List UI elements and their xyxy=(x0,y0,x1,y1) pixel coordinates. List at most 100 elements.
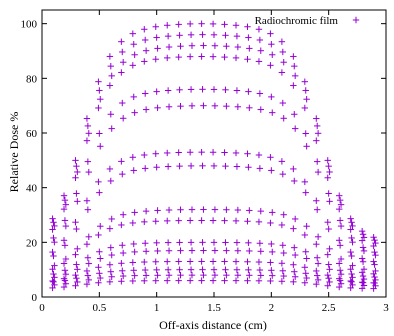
data-point xyxy=(176,32,183,39)
data-point xyxy=(348,278,355,286)
data-point xyxy=(154,104,161,112)
data-point xyxy=(325,190,332,197)
data-point xyxy=(72,251,79,258)
data-point xyxy=(326,266,333,273)
data-point xyxy=(97,143,104,150)
data-point xyxy=(164,149,171,157)
data-point xyxy=(358,237,366,244)
data-point xyxy=(301,279,309,286)
data-point xyxy=(244,258,251,265)
data-point xyxy=(371,273,378,281)
data-point xyxy=(211,206,219,213)
data-point xyxy=(200,102,207,109)
data-point xyxy=(118,158,125,165)
data-point xyxy=(165,206,173,214)
data-point xyxy=(175,277,182,284)
data-point xyxy=(221,258,228,265)
data-point xyxy=(154,272,161,279)
data-point xyxy=(73,261,80,268)
data-point xyxy=(85,260,92,267)
data-point xyxy=(278,38,286,45)
data-point xyxy=(119,272,127,280)
data-point xyxy=(324,157,331,164)
data-point xyxy=(244,277,251,284)
data-point xyxy=(96,189,103,196)
data-point xyxy=(336,205,343,213)
data-point xyxy=(164,32,172,40)
data-point xyxy=(177,102,184,110)
data-point xyxy=(131,209,138,216)
data-point xyxy=(177,247,184,254)
data-point xyxy=(199,266,206,273)
data-point xyxy=(209,277,217,284)
data-point xyxy=(84,254,92,261)
data-point xyxy=(314,206,321,213)
data-point xyxy=(142,266,149,274)
data-point xyxy=(164,277,171,284)
data-point xyxy=(154,207,161,214)
data-point xyxy=(211,42,219,49)
data-point xyxy=(211,271,219,279)
data-point xyxy=(358,227,366,235)
data-point xyxy=(187,31,195,39)
data-point xyxy=(106,278,114,286)
y-tick-label: 60 xyxy=(26,128,38,140)
data-point xyxy=(268,167,275,174)
data-point xyxy=(324,271,331,279)
data-point xyxy=(186,217,194,224)
data-point xyxy=(301,231,309,239)
data-point xyxy=(291,215,299,223)
data-point xyxy=(211,247,219,254)
data-point xyxy=(255,218,263,226)
data-point xyxy=(130,240,137,248)
data-point xyxy=(209,217,217,224)
data-point xyxy=(85,276,92,284)
data-point xyxy=(152,150,159,157)
data-point xyxy=(131,248,138,256)
data-point xyxy=(221,217,228,224)
data-point xyxy=(60,283,68,291)
data-point xyxy=(97,223,104,230)
data-point xyxy=(61,267,69,274)
data-point xyxy=(141,258,148,266)
data-point xyxy=(278,278,286,285)
data-point xyxy=(210,266,218,273)
data-point xyxy=(129,277,137,285)
data-point xyxy=(107,62,114,70)
data-point xyxy=(303,96,310,103)
data-point xyxy=(187,86,195,93)
data-point xyxy=(325,261,332,268)
data-point xyxy=(186,277,194,284)
data-point xyxy=(234,103,242,110)
y-tick-label: 20 xyxy=(26,237,38,249)
data-point xyxy=(256,165,264,172)
data-point xyxy=(244,23,251,30)
data-point xyxy=(256,90,264,97)
data-point xyxy=(198,277,205,284)
data-point xyxy=(268,41,275,48)
data-point xyxy=(234,43,242,51)
data-point xyxy=(290,53,297,60)
data-point xyxy=(223,271,230,279)
data-point xyxy=(302,189,309,196)
data-point xyxy=(177,42,184,50)
data-point xyxy=(108,273,115,280)
data-point xyxy=(106,82,114,89)
data-point xyxy=(370,258,377,265)
data-point xyxy=(108,251,115,259)
data-point xyxy=(347,277,354,285)
data-point xyxy=(255,277,263,285)
data-point xyxy=(49,226,56,233)
data-point xyxy=(60,205,68,213)
data-point xyxy=(246,104,253,112)
data-point xyxy=(152,218,159,225)
data-point xyxy=(313,197,320,204)
x-tick-label: 0.5 xyxy=(92,302,106,314)
data-point xyxy=(302,248,309,255)
data-point xyxy=(129,259,137,266)
data-point xyxy=(358,269,366,276)
data-point xyxy=(142,272,150,279)
data-point xyxy=(84,158,92,165)
data-point xyxy=(142,36,149,44)
data-point xyxy=(130,267,137,274)
